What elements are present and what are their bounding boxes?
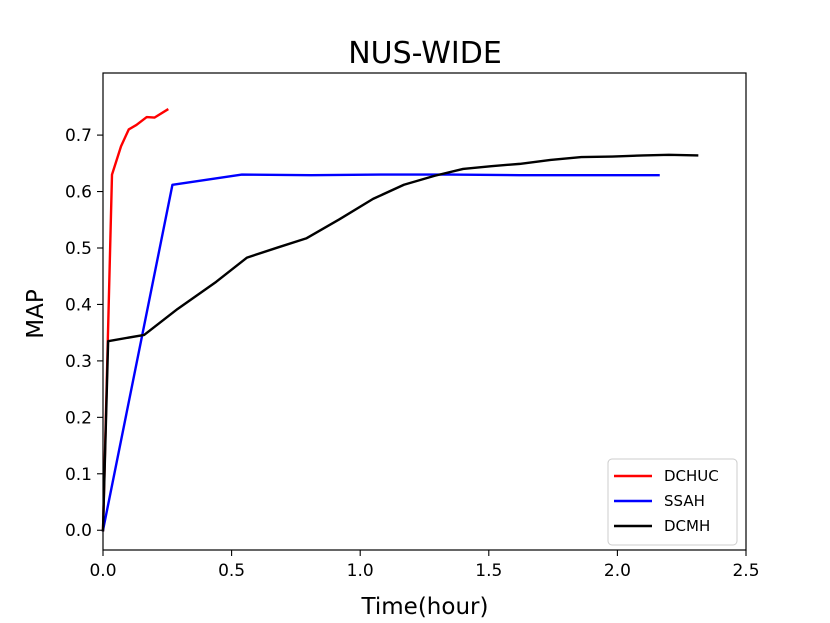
x-tick-label: 1.0 xyxy=(347,561,374,581)
x-axis-title: Time(hour) xyxy=(361,594,489,620)
legend-label-dcmh: DCMH xyxy=(664,517,710,535)
y-tick-label: 0.5 xyxy=(65,239,92,259)
x-tick-label: 2.0 xyxy=(604,561,631,581)
y-tick-label: 0.4 xyxy=(65,295,92,315)
series-line-dcmh xyxy=(101,153,699,532)
x-tick-label: 2.5 xyxy=(732,561,759,581)
x-tick-label: 0.0 xyxy=(89,561,116,581)
y-tick-label: 0.2 xyxy=(65,408,92,428)
legend-label-ssah: SSAH xyxy=(664,492,705,510)
chart-title: NUS-WIDE xyxy=(348,36,502,71)
plot-area: 0.0 0.5 1.0 1.5 2.0 2.5 0.0 0.1 0.2 0.3 0.4 0.5 0.6 0… xyxy=(65,72,760,581)
y-tick-label: 0.3 xyxy=(65,352,92,372)
y-tick-label: 0.7 xyxy=(65,126,92,146)
y-axis-title: MAP xyxy=(23,289,49,339)
y-tick-label: 0.1 xyxy=(65,465,92,485)
x-tick-label: 1.5 xyxy=(475,561,502,581)
legend-box xyxy=(607,458,738,546)
y-tick-label: 0.0 xyxy=(65,521,92,541)
series-line-ssah xyxy=(101,173,660,532)
x-tick-label: 0.5 xyxy=(218,561,245,581)
series-line-dchuc xyxy=(101,108,169,532)
legend: DCHUC SSAH DCMH xyxy=(607,458,738,546)
y-tick-label: 0.6 xyxy=(65,183,92,203)
legend-label-dchuc: DCHUC xyxy=(664,467,719,485)
plot-frame xyxy=(102,72,747,551)
